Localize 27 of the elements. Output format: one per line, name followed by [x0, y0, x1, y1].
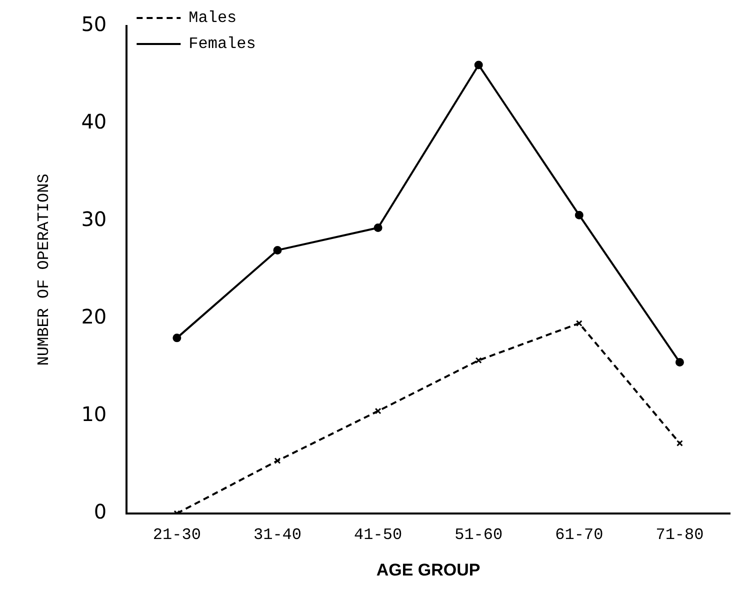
point	[675, 358, 684, 367]
x-tick-label: 51-60	[454, 526, 503, 544]
legend-label: Females	[188, 35, 256, 54]
point	[576, 320, 582, 327]
point	[474, 60, 483, 70]
y-tick-label: 50	[81, 12, 107, 36]
y-tick-label: 0	[94, 500, 107, 524]
point	[274, 458, 281, 464]
point	[475, 357, 482, 364]
x-tick-label: 31-40	[253, 526, 302, 544]
x-tick-label: 41-50	[354, 526, 402, 544]
point	[273, 246, 282, 254]
x-axis-title: AGE GROUP	[376, 560, 480, 580]
x-tick-label: 71-80	[656, 526, 704, 544]
y-tick-label: 10	[81, 402, 107, 426]
legend-label: Males	[188, 9, 237, 28]
y-axis-title: NUMBER OF OPERATIONS	[34, 174, 53, 366]
point	[574, 210, 584, 220]
point	[676, 440, 683, 446]
x-tick-label: 61-70	[555, 526, 604, 544]
point	[172, 334, 182, 342]
x-tick-label: 21-30	[152, 526, 201, 544]
y-tick-label: 20	[81, 304, 107, 329]
y-tick-label: 40	[81, 110, 107, 134]
point	[374, 408, 382, 414]
y-tick-label: 30	[81, 207, 107, 232]
point	[374, 224, 382, 232]
